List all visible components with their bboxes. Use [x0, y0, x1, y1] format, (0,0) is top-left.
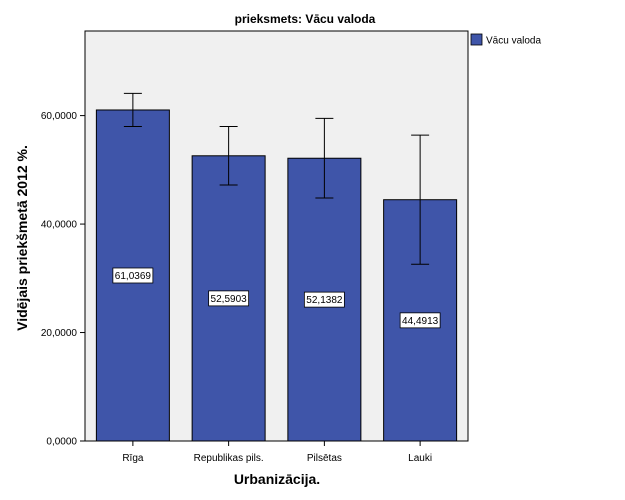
data-label-box	[303, 291, 345, 308]
legend-label: Vācu valoda	[486, 36, 541, 47]
data-label: 44,4913	[402, 316, 439, 327]
legend: Vācu valoda	[470, 33, 541, 47]
x-tick-label: Pilsētas	[307, 453, 342, 464]
y-tick-label: 60,0000	[41, 111, 78, 122]
data-label-box	[112, 267, 154, 284]
data-label: 61,0369	[115, 271, 152, 282]
y-axis-label: Vidējais priekšmetā 2012 %.	[14, 145, 30, 331]
y-tick-label: 20,0000	[41, 328, 78, 339]
x-tick-label: Rīga	[122, 453, 144, 464]
x-axis: Rīga Republikas pils. Pilsētas Lauki	[122, 441, 432, 464]
x-axis-label: Urbanizācija.	[234, 471, 320, 487]
data-label-box	[208, 290, 250, 307]
x-tick-label: Lauki	[408, 453, 432, 464]
chart-title: prieksmets: Vācu valoda	[235, 12, 376, 26]
x-tick-label: Republikas pils.	[194, 453, 264, 464]
data-label: 52,1382	[306, 295, 343, 306]
y-tick-label: 0,0000	[46, 437, 77, 448]
data-label-box	[399, 312, 441, 329]
y-axis: 0,0000 20,0000 40,0000 60,0000	[41, 111, 85, 448]
y-tick-label: 40,0000	[41, 220, 78, 231]
legend-swatch	[470, 33, 483, 46]
data-label: 52,5903	[211, 294, 248, 305]
